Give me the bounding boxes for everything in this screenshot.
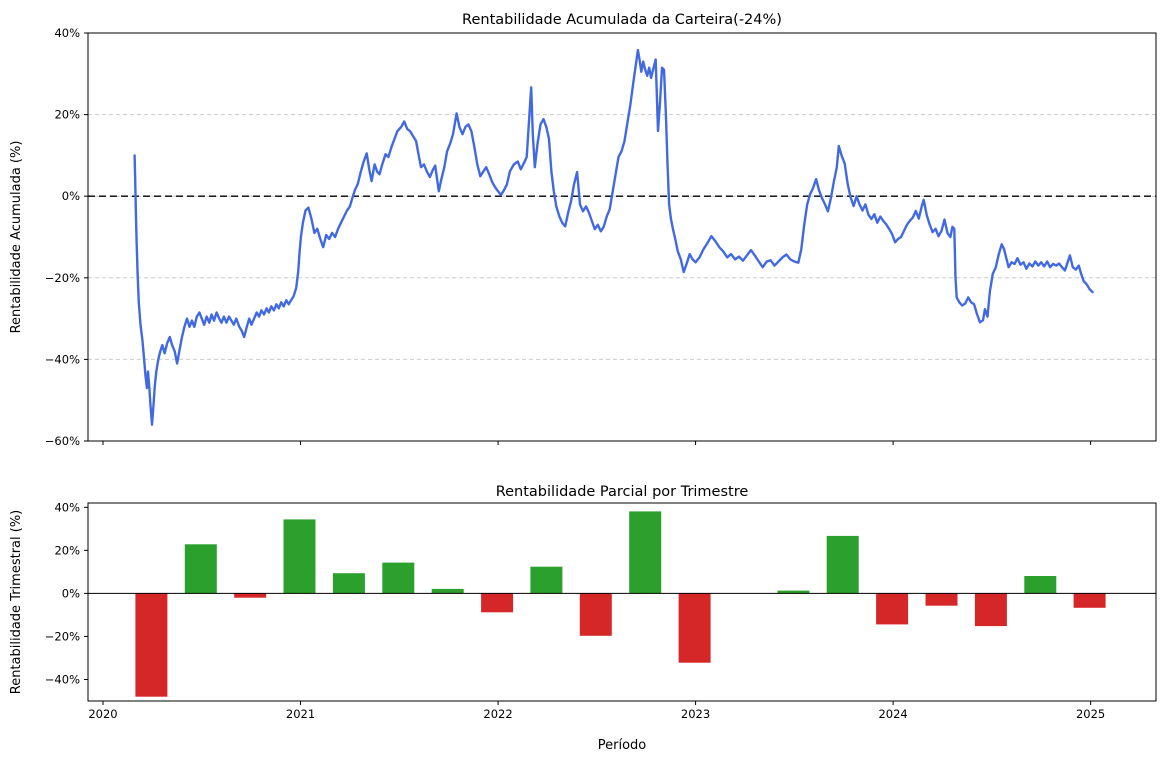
quarter-bar xyxy=(431,588,464,594)
bottom-axes xyxy=(84,502,1157,705)
x-tick-label: 2025 xyxy=(1076,707,1105,721)
y-tick-label: −20% xyxy=(45,271,80,285)
y-tick-label: 20% xyxy=(54,543,80,557)
bar-series xyxy=(135,511,1106,697)
bottom-tick-labels: 40% 20% 0% −20% −40% 2020 2021 2022 2023 2024 2025 xyxy=(45,500,1105,721)
quarter-bar xyxy=(184,544,217,594)
y-tick-label: 0% xyxy=(62,189,80,203)
bottom-chart-title: Rentabilidade Parcial por Trimestre xyxy=(496,484,749,500)
y-tick-label: −40% xyxy=(45,352,80,366)
top-chart-title: Rentabilidade Acumulada da Carteira(-24%… xyxy=(462,12,782,28)
quarter-bar xyxy=(481,593,514,613)
quarter-bar xyxy=(530,566,563,594)
x-tick-label: 2022 xyxy=(483,707,512,721)
y-tick-label: 40% xyxy=(54,26,80,40)
x-tick-label: 2024 xyxy=(878,707,907,721)
top-axes xyxy=(84,32,1157,445)
bottom-chart-xlabel: Período xyxy=(598,738,647,753)
y-tick-label: −60% xyxy=(45,434,80,448)
cumulative-return-line xyxy=(133,48,1094,426)
quarter-bar xyxy=(283,519,316,594)
quarter-bar xyxy=(974,593,1007,627)
quarter-bar xyxy=(777,590,810,594)
plot-border xyxy=(87,32,1157,442)
y-tick-label: −20% xyxy=(45,629,80,643)
quarter-bar xyxy=(382,562,415,594)
bottom-chart-ylabel: Rentabilidade Trimestral (%) xyxy=(9,510,24,695)
top-tick-labels: 40% 20% 0% −20% −40% −60% xyxy=(45,26,80,448)
quarterly-bar-chart: 40% 20% 0% −20% −40% 2020 2021 2022 2023 2024 2025… xyxy=(9,484,1157,753)
quarter-bar xyxy=(826,535,859,594)
y-tick-label: 0% xyxy=(62,586,80,600)
top-chart-ylabel: Rentabilidade Acumulada (%) xyxy=(9,141,24,334)
quarter-bar xyxy=(678,593,711,663)
quarter-bar xyxy=(876,593,909,625)
y-tick-label: 20% xyxy=(54,108,80,122)
y-tick-label: 40% xyxy=(54,500,80,514)
y-tick-label: −40% xyxy=(45,672,80,686)
quarter-bar xyxy=(234,593,267,598)
plot-border xyxy=(87,502,1157,702)
quarter-bar xyxy=(925,593,958,606)
top-line-series xyxy=(133,48,1094,426)
x-tick-label: 2023 xyxy=(681,707,710,721)
quarter-bar xyxy=(135,593,168,697)
x-tick-label: 2020 xyxy=(88,707,117,721)
quarter-bar xyxy=(629,511,662,594)
x-tick-label: 2021 xyxy=(286,707,315,721)
cumulative-line-chart: 40% 20% 0% −20% −40% −60% Rentabilidade Acumu… xyxy=(9,12,1157,448)
quarter-bar xyxy=(332,573,365,594)
quarter-bar xyxy=(1073,593,1106,608)
quarter-bar xyxy=(579,593,612,636)
quarter-bar xyxy=(1024,576,1057,594)
